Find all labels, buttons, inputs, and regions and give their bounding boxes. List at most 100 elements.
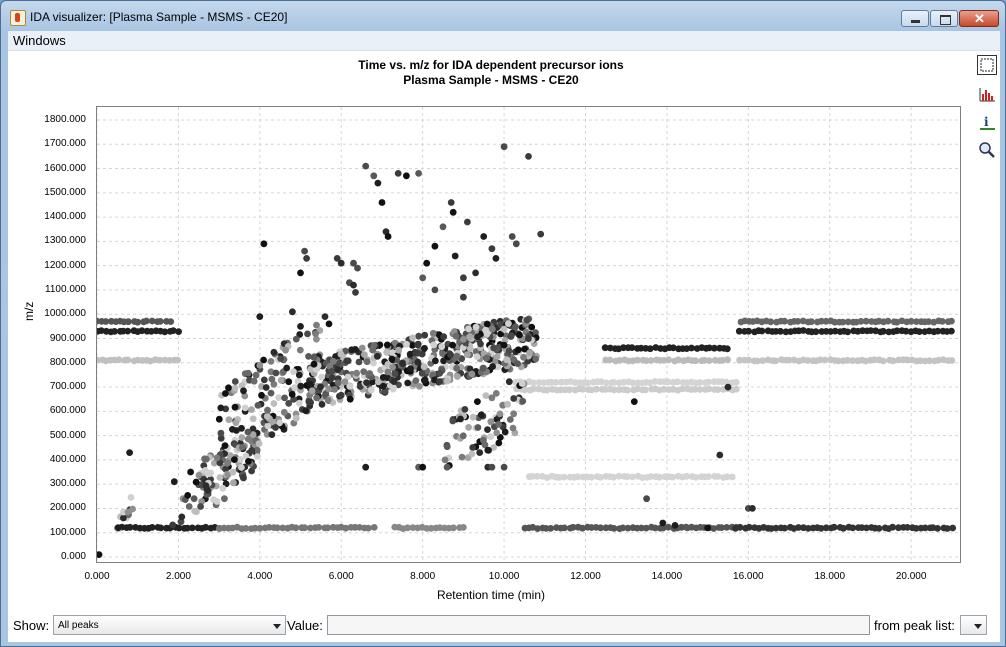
data-point [706, 344, 713, 352]
data-point [241, 392, 249, 400]
histogram-icon [979, 88, 995, 102]
data-point [384, 233, 392, 240]
data-point [262, 384, 270, 391]
data-point [436, 378, 444, 385]
data-point [157, 524, 165, 532]
y-tick-label: 1300.000 [44, 235, 86, 247]
data-point [664, 523, 672, 531]
zoom-button[interactable] [977, 140, 997, 160]
data-point [303, 255, 310, 262]
data-point [416, 383, 423, 390]
data-point [665, 356, 672, 364]
data-point [239, 473, 247, 481]
value-field[interactable] [327, 615, 870, 635]
data-point [307, 524, 314, 532]
data-point [362, 463, 370, 471]
data-point [353, 369, 360, 377]
data-point [615, 386, 623, 394]
select-rectangle-button[interactable] [977, 55, 997, 75]
data-point [324, 524, 332, 532]
data-point [337, 350, 345, 358]
menu-windows[interactable]: Windows [13, 33, 66, 48]
data-point [493, 429, 501, 437]
data-point [148, 317, 156, 325]
data-point [217, 434, 225, 442]
data-point [188, 524, 196, 532]
data-point [459, 336, 467, 343]
data-point [409, 334, 416, 342]
data-point [505, 347, 513, 355]
data-point [362, 162, 370, 170]
data-point [500, 143, 508, 151]
data-point [308, 387, 316, 395]
data-point [934, 525, 941, 532]
data-point [318, 373, 326, 381]
data-point [490, 444, 498, 451]
x-tick-label: 10.000 [488, 571, 520, 582]
data-point [630, 398, 638, 405]
data-point [447, 199, 455, 206]
data-point [244, 428, 252, 436]
minimize-icon [911, 20, 920, 23]
data-point [623, 473, 631, 480]
data-point [785, 356, 793, 364]
info-icon: i [980, 115, 995, 130]
data-point [379, 382, 387, 390]
data-point [211, 459, 218, 467]
data-point [242, 525, 250, 532]
data-point [268, 431, 276, 438]
y-tick-label: 0.000 [60, 551, 86, 562]
data-point [202, 482, 210, 490]
y-tick-label: 800.000 [49, 356, 86, 368]
data-point [291, 384, 299, 392]
data-point [902, 327, 910, 335]
data-point [642, 357, 650, 364]
data-point [313, 394, 320, 402]
data-point [728, 473, 736, 481]
data-point [487, 418, 495, 426]
data-point [409, 342, 416, 349]
data-point [526, 349, 533, 357]
data-point [656, 473, 663, 481]
data-point [464, 351, 471, 358]
data-point [414, 358, 422, 366]
data-point [451, 252, 459, 260]
data-point [453, 352, 461, 360]
data-point [696, 386, 704, 393]
data-point [688, 344, 695, 352]
data-point [342, 524, 350, 532]
chart-title: Time vs. m/z for IDA dependent precursor… [358, 58, 624, 72]
scatter-plot-area[interactable] [96, 106, 961, 563]
close-button[interactable]: ✕ [959, 10, 999, 27]
title-bar[interactable]: IDA visualizer: [Plasma Sample - MSMS - … [1, 1, 1005, 31]
histogram-button[interactable] [977, 84, 997, 104]
info-button[interactable]: i [977, 112, 997, 132]
data-point [516, 331, 523, 339]
data-point [197, 503, 204, 510]
data-point [488, 245, 496, 253]
data-point [175, 524, 183, 532]
data-point [505, 378, 513, 386]
data-point [466, 345, 474, 352]
data-point [547, 525, 555, 532]
data-point [913, 318, 920, 325]
data-point [530, 379, 537, 387]
data-point [449, 208, 457, 216]
data-point [275, 394, 283, 401]
data-point [514, 346, 522, 354]
data-point [480, 233, 488, 240]
data-point [270, 348, 278, 356]
minimize-button[interactable] [901, 10, 929, 27]
data-point [510, 410, 518, 418]
data-point [879, 357, 887, 365]
data-point [238, 382, 246, 390]
show-select[interactable]: All peaks [53, 615, 286, 635]
data-point [374, 179, 382, 187]
data-point [312, 330, 319, 338]
data-point [222, 465, 229, 473]
peak-list-select[interactable] [960, 615, 987, 635]
data-point [439, 223, 447, 231]
maximize-button[interactable] [930, 10, 958, 27]
data-point [333, 255, 341, 262]
data-point [174, 356, 181, 364]
